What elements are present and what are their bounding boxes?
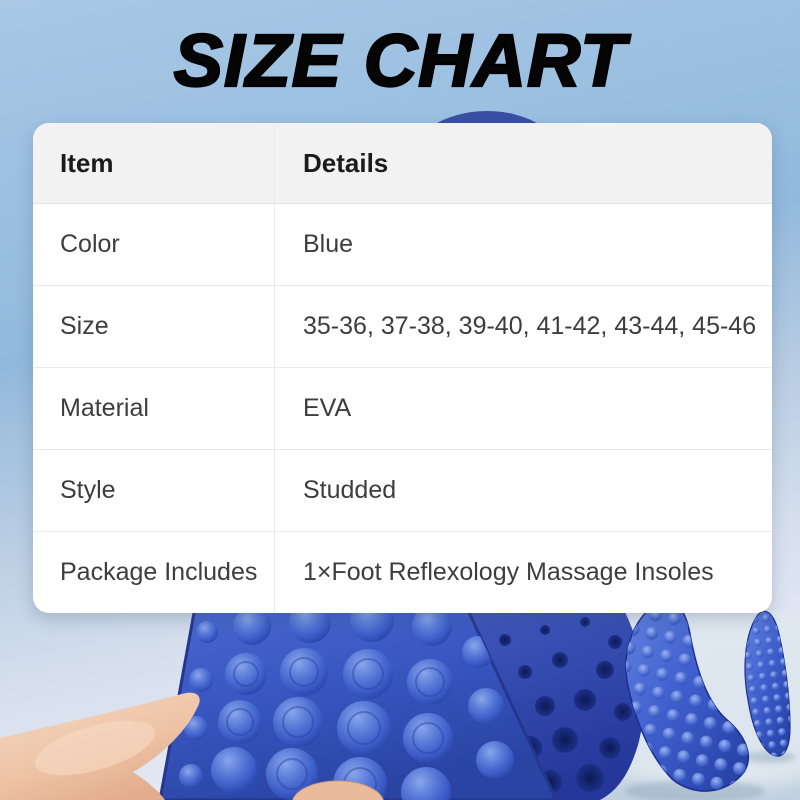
page-title: SIZE CHART [173,19,627,102]
hand-illustration [0,692,384,800]
table-header-details: Details [275,123,772,203]
table-row-color: Color Blue [33,204,772,285]
row-value: 1×Foot Reflexology Massage Insoles [303,558,714,586]
size-chart-card: Item Details Color Blue Size 35-36, 37-3… [33,123,772,613]
row-value-cell: 1×Foot Reflexology Massage Insoles [275,532,772,613]
row-label: Material [60,394,149,422]
row-label-cell: Size [33,286,275,367]
row-value-cell: 35-36, 37-38, 39-40, 41-42, 43-44, 45-46 [275,286,772,367]
row-value: Studded [303,476,397,504]
row-value: Blue [303,230,354,258]
table-header-item: Item [33,123,275,203]
row-value: 35-36, 37-38, 39-40, 41-42, 43-44, 45-46 [303,312,757,340]
row-label-cell: Material [33,368,275,449]
row-label-cell: Color [33,204,275,285]
row-label-cell: Package Includes [33,532,275,613]
standing-insoles [625,598,796,800]
table-row-style: Style Studded [33,449,772,531]
table-row-package: Package Includes 1×Foot Reflexology Mass… [33,531,772,613]
header-item-label: Item [60,147,114,178]
row-value-cell: Blue [275,204,772,285]
table-header-row: Item Details [33,123,772,204]
row-label: Style [60,476,116,504]
fingertip [292,780,384,800]
row-value-cell: EVA [275,368,772,449]
row-label: Size [60,312,109,340]
header-details-label: Details [303,147,389,178]
table-row-size: Size 35-36, 37-38, 39-40, 41-42, 43-44, … [33,285,772,367]
row-label: Color [60,230,120,258]
row-value-cell: Studded [275,450,772,531]
row-value: EVA [303,394,352,422]
table-row-material: Material EVA [33,367,772,449]
row-label-cell: Style [33,450,275,531]
row-label: Package Includes [60,558,258,586]
